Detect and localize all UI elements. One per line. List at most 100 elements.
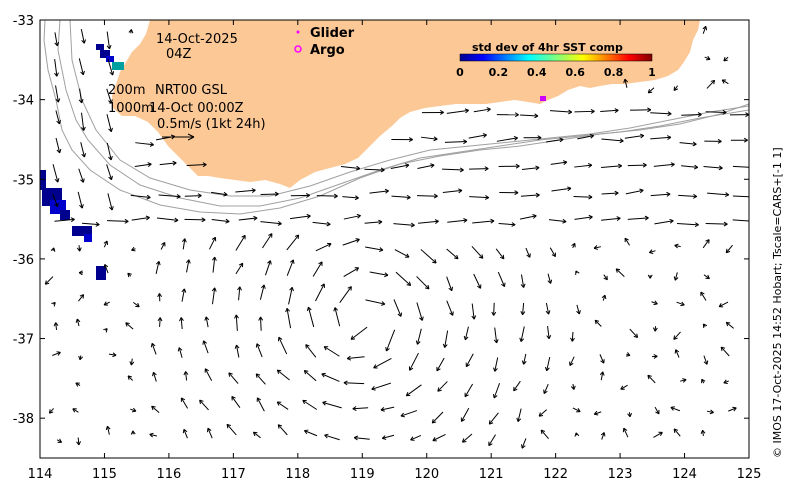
current-arrow xyxy=(650,191,671,197)
current-arrow xyxy=(158,194,181,199)
current-arrow xyxy=(723,379,729,384)
current-arrow xyxy=(601,163,622,169)
current-arrow xyxy=(431,411,444,424)
current-arrow xyxy=(415,328,422,345)
current-arrow xyxy=(179,317,184,330)
current-arrow xyxy=(52,164,60,183)
colorbar-tick-label: 1 xyxy=(648,66,656,79)
current-arrow xyxy=(54,58,59,77)
current-arrow xyxy=(204,316,210,328)
current-arrow xyxy=(106,31,112,50)
current-arrow xyxy=(730,137,748,143)
current-arrow xyxy=(681,164,699,170)
current-arrow xyxy=(185,259,191,273)
y-tick-label: -33 xyxy=(13,14,34,29)
current-arrow xyxy=(107,193,114,211)
current-arrow xyxy=(492,383,501,399)
current-arrow xyxy=(498,222,516,227)
current-arrow xyxy=(324,433,340,441)
current-arrow xyxy=(725,321,734,329)
y-tick-label: -37 xyxy=(13,333,34,348)
current-arrow xyxy=(160,242,166,250)
current-arrow xyxy=(519,214,537,220)
colorbar-tick-label: 0.2 xyxy=(489,66,509,79)
current-arrow xyxy=(78,270,84,276)
current-arrow xyxy=(574,108,595,114)
current-arrow xyxy=(103,240,109,248)
current-arrow xyxy=(473,107,491,113)
current-arrow xyxy=(551,186,572,192)
current-arrow xyxy=(231,396,241,408)
current-arrow xyxy=(391,137,413,143)
current-arrow xyxy=(340,165,361,171)
current-arrow xyxy=(258,316,264,331)
current-arrow xyxy=(51,302,56,307)
y-axis-ticks: -33 -34 -35 -36 -37 -38 xyxy=(13,14,749,427)
current-arrow xyxy=(206,427,213,439)
current-arrow xyxy=(421,110,444,115)
y-tick-label: -35 xyxy=(13,173,34,188)
current-arrow xyxy=(653,431,663,438)
current-arrow xyxy=(343,380,365,386)
current-arrow xyxy=(393,222,415,228)
current-arrow xyxy=(352,406,369,411)
scale-label: 0.5m/s (1kt 24h) xyxy=(157,117,266,132)
current-arrow xyxy=(133,302,140,308)
current-arrow xyxy=(574,432,580,437)
current-arrow xyxy=(303,369,317,382)
current-arrow xyxy=(364,219,383,225)
current-arrow xyxy=(256,397,265,412)
current-arrow xyxy=(525,247,531,258)
current-arrow xyxy=(652,354,658,359)
current-arrow xyxy=(493,357,499,372)
current-arrow xyxy=(371,382,392,391)
current-arrow xyxy=(700,291,707,301)
current-arrow xyxy=(125,322,134,330)
current-arrow xyxy=(157,317,163,327)
x-tick-label: 119 xyxy=(350,467,375,482)
current-arrow xyxy=(594,319,602,327)
current-arrow xyxy=(493,327,499,344)
current-arrow xyxy=(369,271,389,278)
current-arrow xyxy=(447,218,468,223)
current-arrow xyxy=(128,29,134,34)
current-arrow xyxy=(572,407,581,413)
current-arrow xyxy=(346,355,365,361)
x-tick-label: 125 xyxy=(737,467,762,482)
credit-text: © IMOS 17-Oct-2025 14:52 Hobart; Tscale=… xyxy=(771,147,784,458)
current-arrow xyxy=(342,195,359,201)
current-arrow xyxy=(81,221,100,227)
current-arrow xyxy=(601,190,619,196)
x-tick-label: 116 xyxy=(156,467,181,482)
current-arrow xyxy=(678,193,698,199)
current-arrow xyxy=(732,165,749,170)
x-tick-label: 124 xyxy=(672,467,697,482)
current-arrow xyxy=(77,191,84,209)
current-arrow xyxy=(623,78,628,88)
current-arrow xyxy=(549,247,556,258)
sst-data-patches xyxy=(40,44,546,280)
current-arrow xyxy=(573,194,593,200)
current-arrow xyxy=(177,347,183,358)
glider-legend-label: Glider xyxy=(310,26,355,41)
current-arrow xyxy=(680,378,687,383)
current-arrow xyxy=(312,261,323,277)
current-arrow xyxy=(417,193,438,199)
current-arrow xyxy=(570,383,576,390)
current-arrow xyxy=(410,435,422,441)
current-arrow xyxy=(264,260,272,276)
current-arrow xyxy=(276,369,290,381)
current-arrow xyxy=(574,163,593,168)
current-arrow xyxy=(523,135,542,141)
current-arrow xyxy=(496,112,519,118)
current-arrow xyxy=(418,219,439,224)
current-arrow xyxy=(446,276,454,292)
current-arrow xyxy=(149,432,157,438)
current-arrow xyxy=(364,167,385,173)
x-tick-label: 120 xyxy=(414,467,439,482)
y-tick-label: -36 xyxy=(13,253,34,268)
current-arrow xyxy=(491,302,497,316)
current-arrow xyxy=(78,88,84,104)
y-tick-label: -38 xyxy=(13,412,34,427)
plot-frame xyxy=(39,19,750,459)
